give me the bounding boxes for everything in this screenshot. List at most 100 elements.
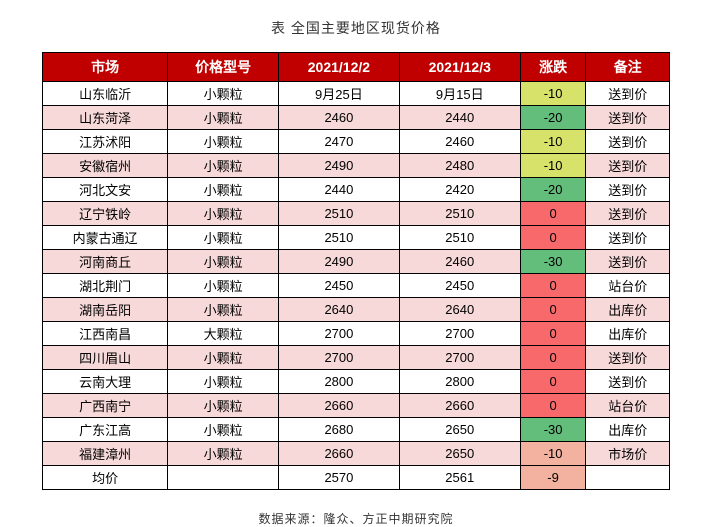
- data-cell: 大颗粒: [168, 322, 279, 346]
- data-cell: 小颗粒: [168, 202, 279, 226]
- table-row: 广东江高小颗粒26802650-30出库价: [43, 418, 670, 442]
- data-cell: 送到价: [586, 178, 670, 202]
- col-header-3: 2021/12/3: [399, 53, 520, 82]
- change-cell: -20: [520, 106, 586, 130]
- data-cell: 2561: [399, 466, 520, 490]
- table-row: 湖南岳阳小颗粒264026400出库价: [43, 298, 670, 322]
- data-cell: 送到价: [586, 106, 670, 130]
- table-row: 云南大理小颗粒280028000送到价: [43, 370, 670, 394]
- change-cell: -20: [520, 178, 586, 202]
- data-cell: 江西南昌: [43, 322, 168, 346]
- data-cell: 小颗粒: [168, 226, 279, 250]
- data-cell: 2420: [399, 178, 520, 202]
- data-cell: 2450: [278, 274, 399, 298]
- data-cell: 小颗粒: [168, 154, 279, 178]
- price-table: 市场价格型号2021/12/22021/12/3涨跌备注 山东临沂小颗粒9月25…: [42, 52, 670, 490]
- data-cell: 福建漳州: [43, 442, 168, 466]
- data-cell: 小颗粒: [168, 346, 279, 370]
- data-cell: 内蒙古通辽: [43, 226, 168, 250]
- data-cell: 小颗粒: [168, 106, 279, 130]
- table-row: 广西南宁小颗粒266026600站台价: [43, 394, 670, 418]
- data-cell: 送到价: [586, 202, 670, 226]
- change-cell: -10: [520, 154, 586, 178]
- change-cell: 0: [520, 322, 586, 346]
- table-row: 福建漳州小颗粒26602650-10市场价: [43, 442, 670, 466]
- data-cell: 山东临沂: [43, 82, 168, 106]
- data-cell: 9月15日: [399, 82, 520, 106]
- data-cell: 市场价: [586, 442, 670, 466]
- data-cell: 湖南岳阳: [43, 298, 168, 322]
- table-row: 河南商丘小颗粒24902460-30送到价: [43, 250, 670, 274]
- data-cell: 广东江高: [43, 418, 168, 442]
- data-cell: 2510: [399, 202, 520, 226]
- data-cell: 小颗粒: [168, 130, 279, 154]
- col-header-5: 备注: [586, 53, 670, 82]
- data-cell: 小颗粒: [168, 298, 279, 322]
- data-cell: 2460: [399, 130, 520, 154]
- data-cell: 送到价: [586, 226, 670, 250]
- change-cell: 0: [520, 202, 586, 226]
- change-cell: -30: [520, 250, 586, 274]
- data-cell: 2660: [278, 442, 399, 466]
- data-cell: 小颗粒: [168, 394, 279, 418]
- change-cell: -10: [520, 130, 586, 154]
- data-cell: 2800: [278, 370, 399, 394]
- data-cell: 2680: [278, 418, 399, 442]
- data-cell: 2700: [399, 322, 520, 346]
- data-cell: 2460: [399, 250, 520, 274]
- table-body: 山东临沂小颗粒9月25日9月15日-10送到价山东菏泽小颗粒24602440-2…: [43, 82, 670, 490]
- table-row: 湖北荆门小颗粒245024500站台价: [43, 274, 670, 298]
- table-row: 安徽宿州小颗粒24902480-10送到价: [43, 154, 670, 178]
- change-cell: 0: [520, 274, 586, 298]
- data-cell: 出库价: [586, 418, 670, 442]
- data-cell: 2440: [278, 178, 399, 202]
- data-cell: 2450: [399, 274, 520, 298]
- data-cell: 2440: [399, 106, 520, 130]
- data-cell: 湖北荆门: [43, 274, 168, 298]
- data-cell: 均价: [43, 466, 168, 490]
- data-cell: 2700: [399, 346, 520, 370]
- change-cell: -10: [520, 82, 586, 106]
- data-cell: 送到价: [586, 370, 670, 394]
- table-row: 河北文安小颗粒24402420-20送到价: [43, 178, 670, 202]
- data-cell: 小颗粒: [168, 370, 279, 394]
- data-cell: 2490: [278, 154, 399, 178]
- col-header-2: 2021/12/2: [278, 53, 399, 82]
- data-cell: 送到价: [586, 154, 670, 178]
- table-header-row: 市场价格型号2021/12/22021/12/3涨跌备注: [43, 53, 670, 82]
- table-row: 江西南昌大颗粒270027000出库价: [43, 322, 670, 346]
- data-cell: 广西南宁: [43, 394, 168, 418]
- change-cell: 0: [520, 298, 586, 322]
- data-cell: 2510: [278, 226, 399, 250]
- data-cell: 9月25日: [278, 82, 399, 106]
- data-source: 数据来源：隆众、方正中期研究院: [42, 510, 670, 527]
- data-cell: 2490: [278, 250, 399, 274]
- data-cell: 2800: [399, 370, 520, 394]
- data-cell: 2650: [399, 418, 520, 442]
- data-cell: 2640: [399, 298, 520, 322]
- data-cell: 小颗粒: [168, 442, 279, 466]
- data-cell: 站台价: [586, 274, 670, 298]
- data-cell: 2660: [278, 394, 399, 418]
- col-header-1: 价格型号: [168, 53, 279, 82]
- data-cell: 2470: [278, 130, 399, 154]
- data-cell: 辽宁铁岭: [43, 202, 168, 226]
- data-cell: 云南大理: [43, 370, 168, 394]
- data-cell: 出库价: [586, 322, 670, 346]
- data-cell: 河南商丘: [43, 250, 168, 274]
- data-cell: 送到价: [586, 130, 670, 154]
- data-cell: [586, 466, 670, 490]
- change-cell: -10: [520, 442, 586, 466]
- data-cell: 小颗粒: [168, 418, 279, 442]
- data-cell: 2570: [278, 466, 399, 490]
- data-cell: 2700: [278, 322, 399, 346]
- change-cell: 0: [520, 394, 586, 418]
- data-cell: 小颗粒: [168, 178, 279, 202]
- data-cell: 2700: [278, 346, 399, 370]
- data-cell: 江苏沭阳: [43, 130, 168, 154]
- change-cell: 0: [520, 226, 586, 250]
- data-cell: 2660: [399, 394, 520, 418]
- table-row: 四川眉山小颗粒270027000送到价: [43, 346, 670, 370]
- table-row: 山东菏泽小颗粒24602440-20送到价: [43, 106, 670, 130]
- col-header-4: 涨跌: [520, 53, 586, 82]
